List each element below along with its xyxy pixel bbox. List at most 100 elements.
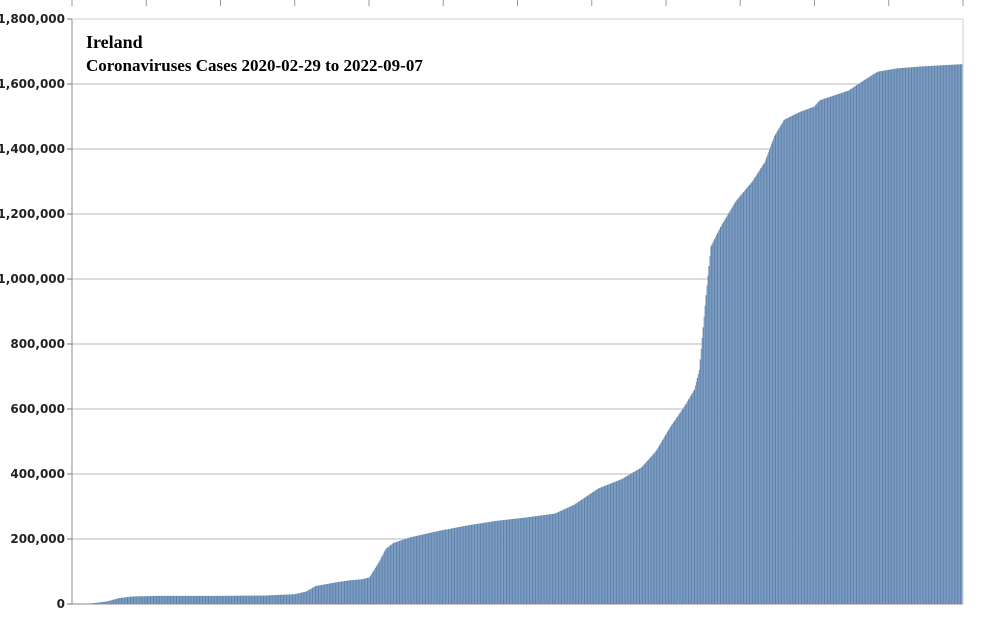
bar [722, 222, 725, 605]
bar [423, 534, 425, 604]
bar [366, 578, 368, 604]
bar [102, 601, 105, 604]
bar [775, 132, 778, 604]
bar [378, 561, 380, 604]
bar [652, 454, 654, 604]
bar [710, 246, 712, 604]
bar [178, 595, 180, 605]
bar [364, 578, 366, 604]
bar [206, 595, 208, 605]
bar [664, 436, 666, 605]
bar [802, 110, 805, 604]
bar [618, 480, 621, 604]
bar [916, 66, 919, 604]
bar [101, 602, 104, 604]
bar [765, 159, 767, 604]
bar [251, 595, 253, 604]
bar [94, 602, 96, 604]
bar [595, 489, 597, 604]
bar [416, 535, 418, 604]
bar [739, 196, 741, 604]
bar [257, 595, 259, 604]
bar [201, 595, 203, 605]
bar [439, 530, 441, 604]
bar [131, 596, 134, 604]
bar [341, 581, 343, 604]
bar [280, 594, 282, 604]
bar [705, 295, 707, 604]
bar [925, 66, 927, 604]
bar [114, 599, 116, 604]
bar [165, 595, 167, 605]
bar [904, 67, 906, 604]
bar [689, 397, 691, 605]
bar [126, 597, 128, 604]
bar [393, 542, 395, 604]
bar [852, 87, 854, 604]
bar [319, 585, 322, 604]
bar [567, 507, 569, 604]
bar [315, 585, 318, 604]
bar [863, 80, 865, 604]
bar [169, 595, 171, 605]
bar [638, 469, 640, 604]
bar [536, 515, 539, 604]
bar [949, 64, 951, 605]
bar [623, 477, 625, 604]
bar [635, 470, 637, 604]
bar [718, 230, 720, 604]
bar [282, 594, 284, 604]
bar [420, 534, 422, 604]
bar [627, 475, 629, 604]
bar [521, 517, 523, 604]
bar [315, 586, 317, 605]
bar [294, 594, 297, 604]
bar [432, 532, 434, 604]
bar [474, 524, 476, 604]
bar [911, 67, 914, 604]
bar [311, 588, 313, 604]
bar [369, 575, 372, 604]
bar [897, 68, 899, 604]
bar [321, 584, 324, 604]
bar [794, 114, 796, 605]
bar [119, 598, 121, 604]
bar [868, 77, 870, 605]
bar [732, 205, 734, 605]
bar [194, 595, 196, 605]
bar [784, 119, 786, 605]
bar [245, 595, 247, 604]
bar [691, 394, 693, 605]
bar [193, 595, 195, 605]
bar [299, 592, 301, 604]
bar [269, 595, 271, 604]
bar [559, 511, 562, 604]
bar [470, 524, 472, 604]
bar [674, 419, 676, 604]
bar [422, 534, 424, 604]
bar [442, 530, 444, 604]
bar [886, 70, 889, 604]
bar [123, 597, 125, 604]
bar [514, 518, 516, 604]
bar [767, 154, 769, 604]
bar [583, 498, 585, 605]
bar [159, 595, 162, 605]
bar [631, 473, 633, 604]
bar [527, 517, 529, 604]
bar [424, 533, 427, 604]
bar [834, 95, 837, 605]
bar [522, 517, 524, 605]
bar [692, 392, 694, 604]
bar [745, 189, 747, 604]
bar [669, 426, 672, 605]
bar [753, 178, 756, 604]
bar [127, 596, 130, 604]
bar [621, 478, 623, 605]
bar [450, 528, 453, 604]
bar [142, 596, 144, 604]
bar [386, 548, 388, 604]
bar [806, 109, 809, 604]
bar [704, 305, 706, 604]
bar [737, 198, 739, 604]
